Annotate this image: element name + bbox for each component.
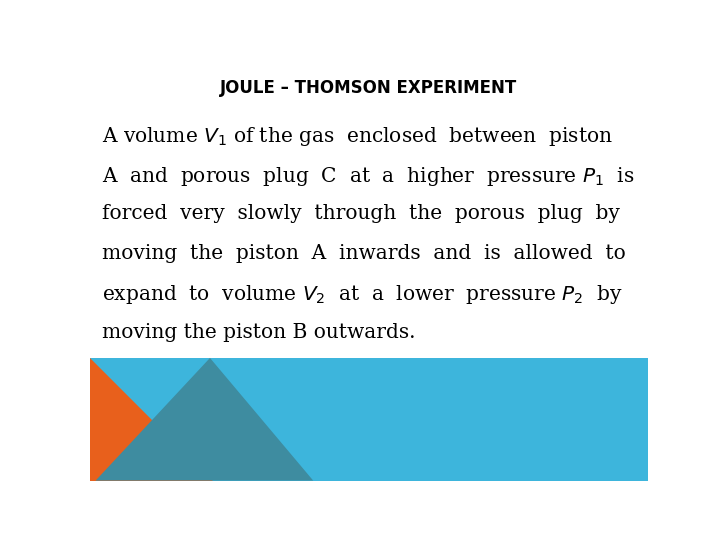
Text: expand  to  volume $V_2$  at  a  lower  pressure $P_2$  by: expand to volume $V_2$ at a lower pressu… — [102, 283, 623, 306]
Polygon shape — [90, 358, 648, 481]
Text: JOULE – THOMSON EXPERIMENT: JOULE – THOMSON EXPERIMENT — [220, 79, 518, 97]
Polygon shape — [90, 358, 213, 481]
Text: forced  very  slowly  through  the  porous  plug  by: forced very slowly through the porous pl… — [102, 204, 620, 223]
Text: A volume $V_1$ of the gas  enclosed  between  piston: A volume $V_1$ of the gas enclosed betwe… — [102, 125, 613, 148]
Text: moving  the  piston  A  inwards  and  is  allowed  to: moving the piston A inwards and is allow… — [102, 244, 626, 262]
Text: A  and  porous  plug  C  at  a  higher  pressure $P_1$  is: A and porous plug C at a higher pressure… — [102, 165, 634, 187]
Polygon shape — [96, 358, 313, 481]
Text: moving the piston B outwards.: moving the piston B outwards. — [102, 322, 415, 342]
